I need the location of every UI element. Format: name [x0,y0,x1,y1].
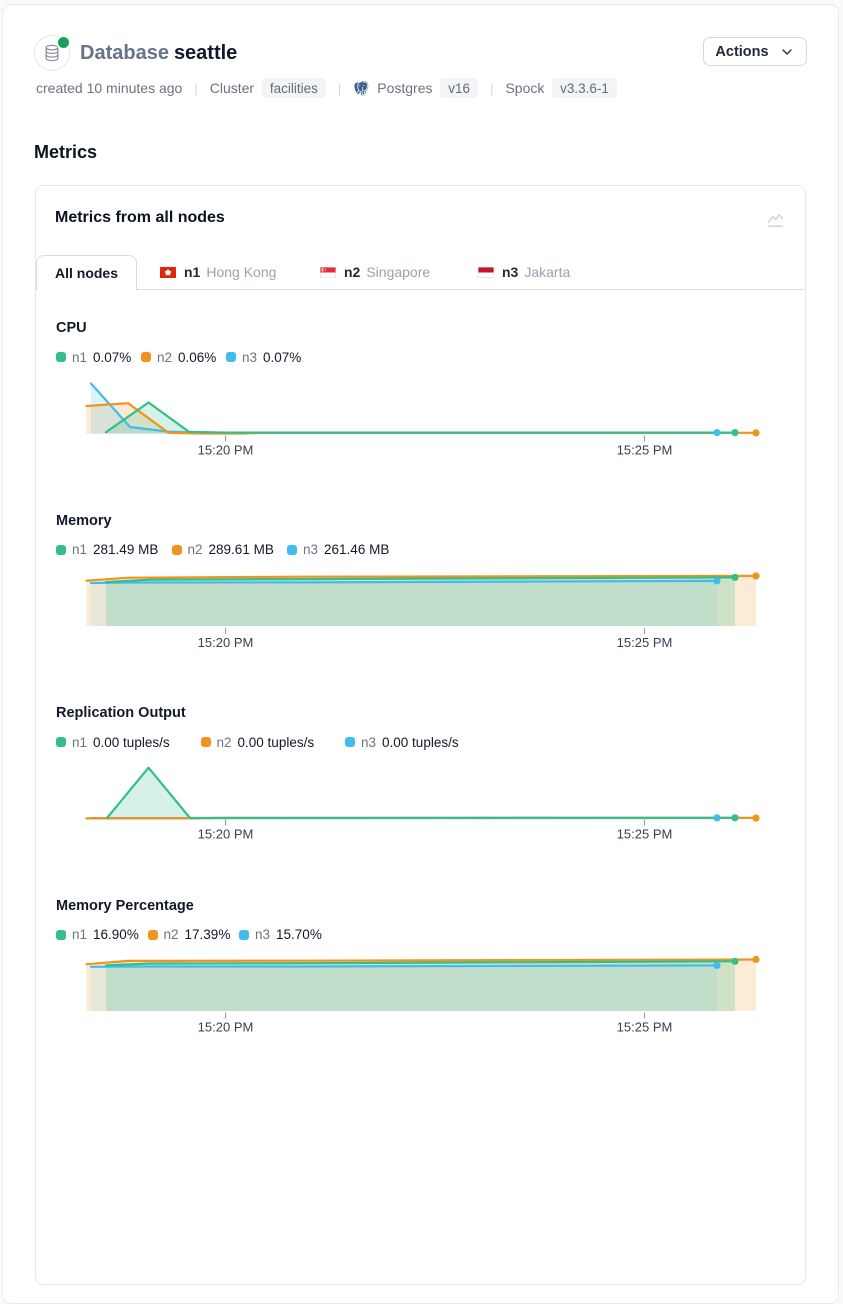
svg-text:15:20 PM: 15:20 PM [198,827,254,842]
svg-text:15:20 PM: 15:20 PM [198,1019,254,1034]
svg-text:15:25 PM: 15:25 PM [617,1019,673,1034]
svg-text:15:25 PM: 15:25 PM [617,443,673,458]
svg-text:15:20 PM: 15:20 PM [198,635,254,650]
svg-text:15:25 PM: 15:25 PM [617,635,673,650]
svg-text:15:25 PM: 15:25 PM [617,827,673,842]
svg-text:15:20 PM: 15:20 PM [198,443,254,458]
